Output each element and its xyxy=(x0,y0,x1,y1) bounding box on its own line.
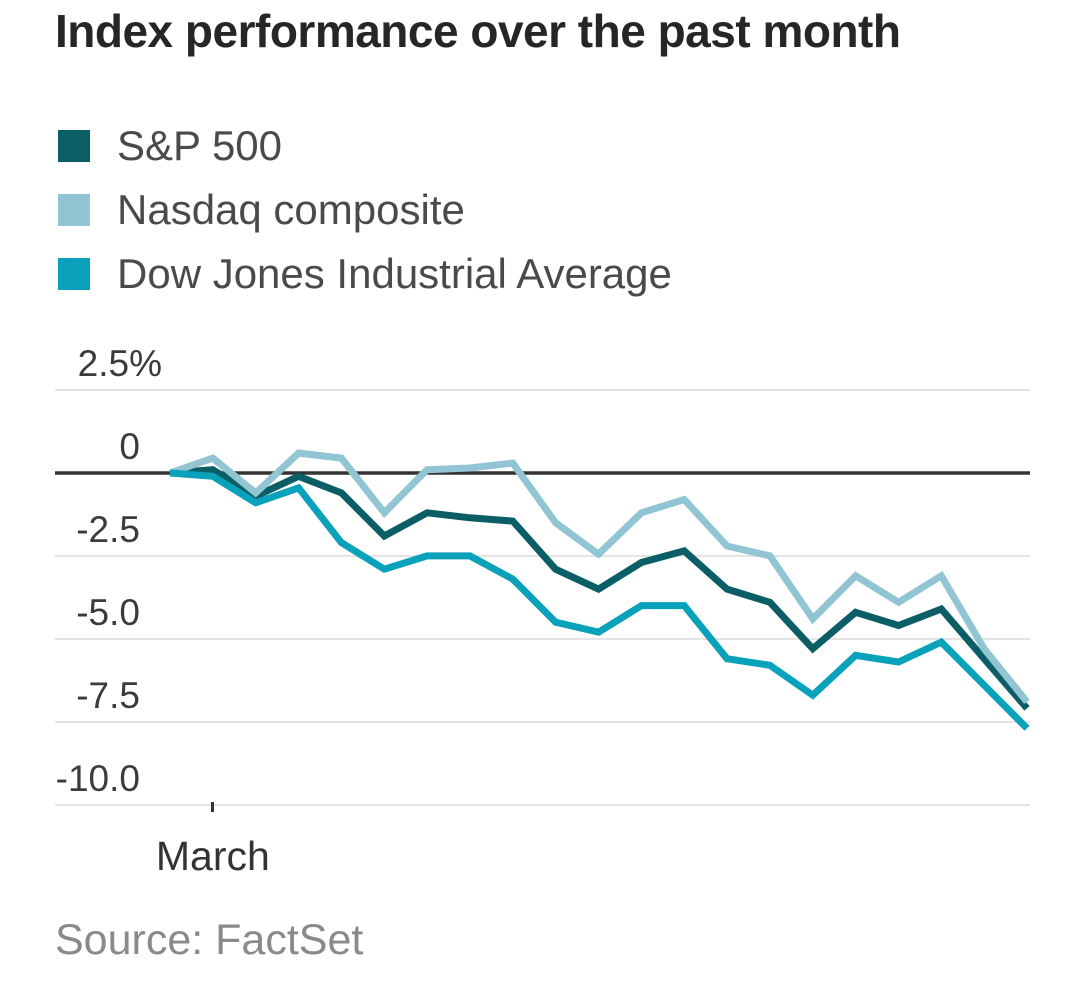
series-line-0 xyxy=(169,466,1030,711)
y-axis-tick-label: -7.5 xyxy=(76,674,140,716)
legend-item-dow: Dow Jones Industrial Average xyxy=(58,250,672,298)
nasdaq-legend-label: Nasdaq composite xyxy=(117,186,465,233)
dow-legend-label: Dow Jones Industrial Average xyxy=(117,250,672,297)
sp500-legend-label: S&P 500 xyxy=(117,122,283,169)
y-axis-tick-label: -2.5 xyxy=(76,508,140,550)
y-axis-tick-label: 2.5% xyxy=(77,343,162,385)
gridline xyxy=(55,389,1030,392)
gridline xyxy=(55,554,1030,557)
gridline xyxy=(55,803,1030,806)
y-axis-tick-label: 0 xyxy=(119,426,140,467)
legend-item-nasdaq: Nasdaq composite xyxy=(58,186,465,234)
legend-item-sp500: S&P 500 xyxy=(58,122,282,170)
dow-legend-swatch xyxy=(58,258,90,290)
sp500-legend-swatch xyxy=(58,130,90,162)
nasdaq-legend-swatch xyxy=(58,194,90,226)
gridline xyxy=(55,637,1030,640)
series-line-2 xyxy=(169,469,1030,731)
source-note: Source: FactSet xyxy=(55,916,364,964)
y-axis-tick-label: -10.0 xyxy=(55,757,140,799)
y-axis-tick-label: -5.0 xyxy=(76,591,140,633)
chart-title: Index performance over the past month xyxy=(55,5,901,57)
march-tick-mark xyxy=(211,801,215,812)
march-tick-label: March xyxy=(155,832,270,879)
series-line-1 xyxy=(168,449,1030,704)
gridline xyxy=(55,720,1030,723)
